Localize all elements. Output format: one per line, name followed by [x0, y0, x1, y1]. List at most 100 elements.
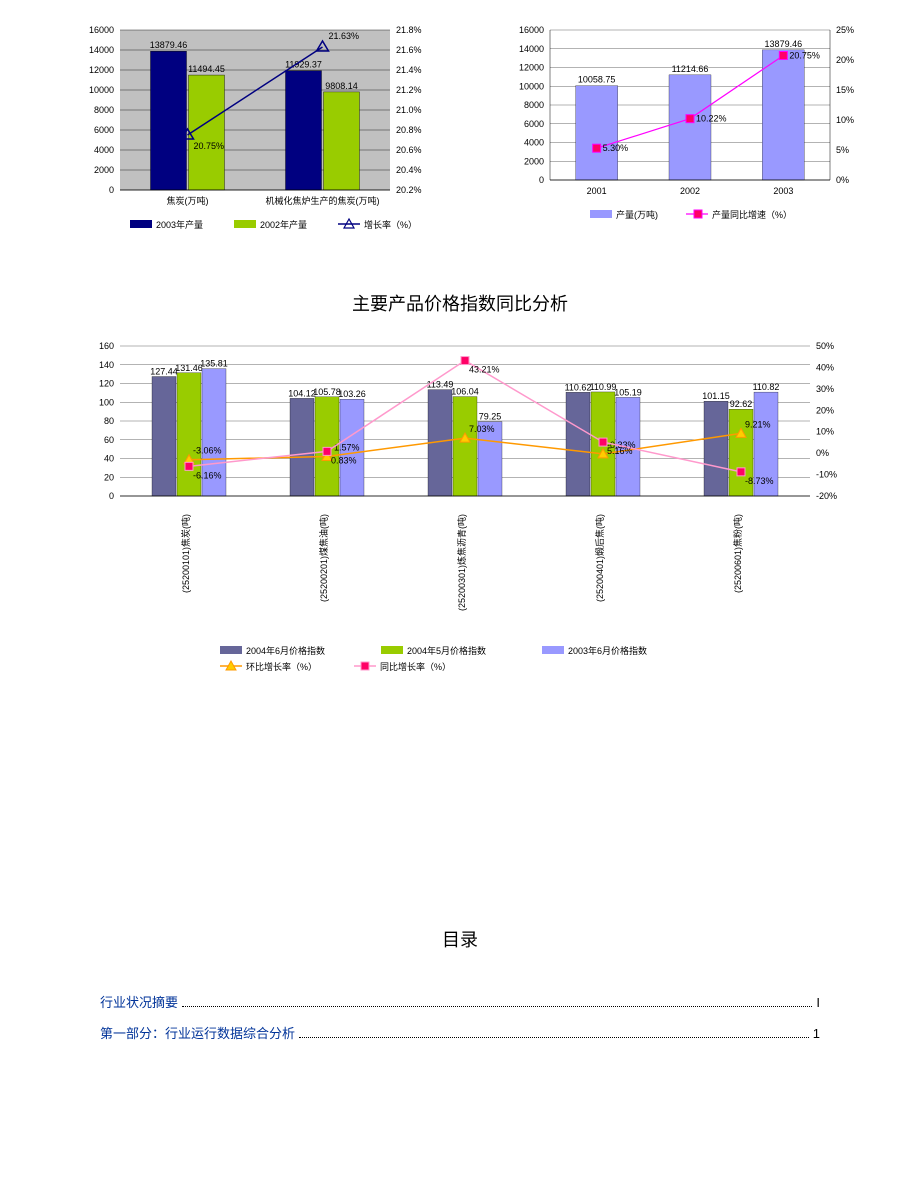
- svg-text:20%: 20%: [816, 405, 834, 415]
- svg-text:25%: 25%: [836, 25, 854, 35]
- svg-text:11214.66: 11214.66: [672, 64, 709, 74]
- svg-text:105.19: 105.19: [614, 387, 642, 397]
- svg-text:21.6%: 21.6%: [396, 45, 422, 55]
- svg-text:0%: 0%: [836, 175, 849, 185]
- svg-text:2000: 2000: [94, 165, 114, 175]
- svg-text:50%: 50%: [816, 341, 834, 351]
- svg-text:21.0%: 21.0%: [396, 105, 422, 115]
- svg-text:5%: 5%: [836, 145, 849, 155]
- svg-text:-3.06%: -3.06%: [193, 446, 222, 456]
- svg-text:焦炭(万吨): 焦炭(万吨): [167, 195, 209, 206]
- svg-text:92.62: 92.62: [730, 399, 753, 409]
- svg-text:2004年6月价格指数: 2004年6月价格指数: [246, 645, 325, 656]
- svg-text:12000: 12000: [519, 63, 544, 73]
- svg-text:20.75%: 20.75%: [789, 51, 820, 61]
- svg-text:产量(万吨): 产量(万吨): [616, 209, 658, 220]
- svg-text:9808.14: 9808.14: [325, 81, 358, 91]
- svg-text:20.2%: 20.2%: [396, 185, 422, 195]
- svg-text:0: 0: [109, 185, 114, 195]
- chart1-svg: 020004000600080001000012000140001600020.…: [70, 20, 440, 250]
- toc-page-number: I: [816, 995, 820, 1010]
- chart-coke-output: 020004000600080001000012000140001600020.…: [70, 20, 440, 250]
- svg-text:100: 100: [99, 397, 114, 407]
- svg-text:15%: 15%: [836, 85, 854, 95]
- svg-text:10%: 10%: [816, 427, 834, 437]
- svg-text:4000: 4000: [524, 138, 544, 148]
- svg-text:2004年5月价格指数: 2004年5月价格指数: [407, 645, 486, 656]
- svg-text:16000: 16000: [89, 25, 114, 35]
- svg-text:2002: 2002: [680, 186, 700, 196]
- svg-text:10000: 10000: [89, 85, 114, 95]
- svg-text:环比增长率（%）: 环比增长率（%）: [246, 661, 317, 672]
- chart-yearly-output: 02000400060008000100001200014000160000%5…: [500, 20, 870, 250]
- svg-text:10%: 10%: [836, 115, 854, 125]
- svg-text:80: 80: [104, 416, 114, 426]
- svg-text:127.44: 127.44: [150, 367, 178, 377]
- svg-text:-8.73%: -8.73%: [745, 476, 774, 486]
- svg-text:0: 0: [109, 491, 114, 501]
- page: 020004000600080001000012000140001600020.…: [0, 20, 920, 1042]
- svg-text:0: 0: [539, 175, 544, 185]
- svg-text:同比增长率（%）: 同比增长率（%）: [380, 661, 451, 672]
- svg-text:103.26: 103.26: [338, 389, 366, 399]
- svg-text:104.12: 104.12: [288, 388, 316, 398]
- svg-text:2003年产量: 2003年产量: [156, 219, 203, 230]
- svg-text:110.99: 110.99: [590, 382, 617, 392]
- svg-text:14000: 14000: [519, 44, 544, 54]
- svg-text:(25200601)焦粉(吨): (25200601)焦粉(吨): [732, 514, 743, 593]
- toc-row: 行业状况摘要 I: [100, 992, 820, 1011]
- svg-text:4000: 4000: [94, 145, 114, 155]
- toc-label[interactable]: 行业状况摘要: [100, 992, 178, 1011]
- svg-text:6000: 6000: [94, 125, 114, 135]
- svg-text:10.22%: 10.22%: [696, 114, 727, 124]
- svg-text:-6.16%: -6.16%: [193, 470, 222, 480]
- svg-text:(25200401)煅后焦(吨): (25200401)煅后焦(吨): [594, 514, 605, 602]
- svg-text:-1.57%: -1.57%: [331, 443, 360, 453]
- svg-text:-20%: -20%: [816, 491, 837, 501]
- svg-text:11494.45: 11494.45: [188, 64, 225, 74]
- svg-text:20.4%: 20.4%: [396, 165, 422, 175]
- toc-dots: [182, 995, 812, 1007]
- svg-text:-10%: -10%: [816, 470, 837, 480]
- svg-text:60: 60: [104, 435, 114, 445]
- svg-text:产量同比增速（%）: 产量同比增速（%）: [712, 209, 792, 220]
- svg-text:9.21%: 9.21%: [745, 419, 771, 429]
- chart2-svg: 02000400060008000100001200014000160000%5…: [500, 20, 870, 230]
- svg-text:8000: 8000: [524, 100, 544, 110]
- svg-text:6000: 6000: [524, 119, 544, 129]
- svg-text:110.62: 110.62: [565, 382, 592, 392]
- svg-text:7.03%: 7.03%: [469, 424, 495, 434]
- svg-text:2003年6月价格指数: 2003年6月价格指数: [568, 645, 647, 656]
- chart3-title: 主要产品价格指数同比分析: [0, 290, 920, 316]
- svg-text:5.16%: 5.16%: [607, 446, 633, 456]
- svg-text:105.78: 105.78: [313, 387, 341, 397]
- toc-label[interactable]: 第一部分：行业运行数据综合分析: [100, 1023, 295, 1042]
- svg-text:20%: 20%: [836, 55, 854, 65]
- svg-text:增长率（%）: 增长率（%）: [364, 219, 417, 230]
- svg-text:12000: 12000: [89, 65, 114, 75]
- svg-text:(25200301)炼焦沥青(吨): (25200301)炼焦沥青(吨): [456, 514, 467, 611]
- svg-text:131.46: 131.46: [175, 363, 203, 373]
- chart3-svg: 020406080100120140160-20%-10%0%10%20%30%…: [70, 326, 850, 706]
- svg-text:101.15: 101.15: [702, 391, 730, 401]
- svg-text:20: 20: [104, 472, 114, 482]
- svg-text:140: 140: [99, 360, 114, 370]
- svg-text:40%: 40%: [816, 362, 834, 372]
- svg-text:21.8%: 21.8%: [396, 25, 422, 35]
- svg-text:(25200201)煤焦油(吨): (25200201)煤焦油(吨): [318, 514, 329, 602]
- top-charts-row: 0 2000 4000 6000 8000 10000 12000 14000 16000 20.…: [0, 20, 920, 250]
- svg-text:113.49: 113.49: [427, 380, 454, 390]
- svg-text:110.82: 110.82: [753, 382, 780, 392]
- svg-text:21.2%: 21.2%: [396, 85, 422, 95]
- svg-text:79.25: 79.25: [479, 412, 502, 422]
- svg-text:2001: 2001: [587, 186, 607, 196]
- svg-text:(25200101)焦炭(吨): (25200101)焦炭(吨): [180, 514, 191, 593]
- svg-text:30%: 30%: [816, 384, 834, 394]
- svg-text:14000: 14000: [89, 45, 114, 55]
- svg-text:43.21%: 43.21%: [469, 365, 500, 375]
- svg-text:机械化焦炉生产的焦炭(万吨): 机械化焦炉生产的焦炭(万吨): [266, 195, 380, 206]
- svg-text:160: 160: [99, 341, 114, 351]
- svg-text:20.8%: 20.8%: [396, 125, 422, 135]
- svg-text:2003: 2003: [773, 186, 793, 196]
- toc-title: 目录: [100, 926, 820, 952]
